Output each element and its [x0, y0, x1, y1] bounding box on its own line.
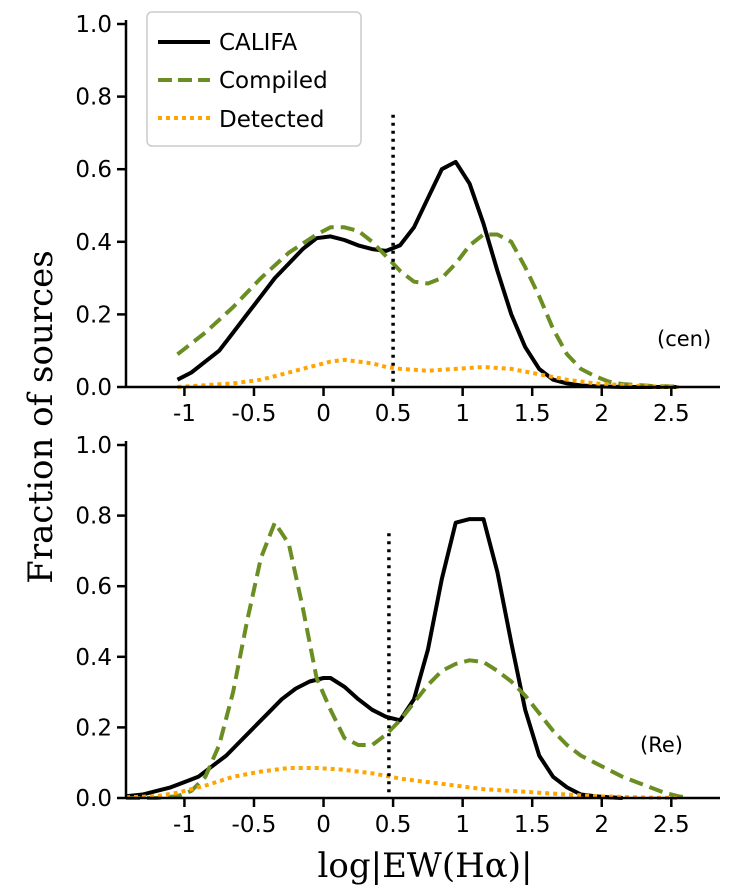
y-tick-label: 0.6 [75, 157, 112, 183]
y-tick-label: 0.0 [75, 375, 112, 401]
ticks-re: 0.0 0.2 0.4 0.6 0.8 1.0 -1 -0.5 0 0.5 1 1.5 2 2.5 [75, 433, 689, 838]
y-tick-label: 0.8 [75, 85, 112, 111]
x-tick-label: 1.5 [514, 812, 551, 838]
series-compiled-cen [176, 225, 679, 389]
panel-re: 0.0 0.2 0.4 0.6 0.8 1.0 -1 -0.5 0 0.5 1 1.5 2 2.5 (Re… [75, 433, 720, 838]
x-tick-label: 2.5 [653, 401, 690, 427]
x-tick-label: 1 [455, 812, 470, 838]
y-tick-label: 1.0 [75, 12, 112, 38]
legend-label-califa: CALIFA [219, 30, 298, 56]
legend: CALIFA Compiled Detected [146, 11, 362, 147]
series-detected-re [125, 766, 679, 800]
x-tick-label: -1 [173, 401, 196, 427]
y-tick-label: 0.2 [75, 302, 112, 328]
x-tick-label: -0.5 [232, 812, 277, 838]
y-tick-label: 1.0 [75, 433, 112, 459]
series-detected-cen [177, 357, 679, 389]
ticks-cen: 0.0 0.2 0.4 0.6 0.8 1.0 -1 -0.5 0 0.5 1 1.5 2 2.5 [75, 12, 689, 427]
y-tick-label: 0.4 [75, 230, 112, 256]
y-axis-title: Fraction of sources [21, 250, 61, 583]
x-tick-label: -0.5 [232, 401, 277, 427]
y-tick-label: 0.6 [75, 574, 112, 600]
y-tick-label: 0.4 [75, 645, 112, 671]
x-tick-label: 1 [455, 401, 470, 427]
x-tick-label: 2.5 [653, 812, 690, 838]
x-tick-label: 0.5 [375, 401, 412, 427]
x-tick-label: -1 [173, 812, 196, 838]
panel-label-cen: (cen) [657, 327, 711, 351]
y-tick-label: 0.8 [75, 504, 112, 530]
x-tick-label: 0.5 [375, 812, 412, 838]
x-tick-label: 0 [316, 812, 331, 838]
x-tick-label: 2 [594, 401, 609, 427]
legend-frame [146, 11, 362, 147]
series-layer-cen [176, 159, 679, 389]
panel-cen: 0.0 0.2 0.4 0.6 0.8 1.0 -1 -0.5 0 0.5 1 1.5 2 2.5 (ce… [75, 11, 720, 427]
x-tick-label: 2 [594, 812, 609, 838]
x-axis-title: log|EW(Hα)| [318, 846, 533, 886]
legend-label-compiled: Compiled [219, 68, 328, 94]
series-compiled-re [126, 520, 686, 800]
series-layer-re [125, 517, 686, 800]
x-tick-label: 0 [316, 401, 331, 427]
y-tick-label: 0.2 [75, 715, 112, 741]
series-califa-re [125, 517, 623, 800]
panel-label-re: (Re) [640, 733, 683, 757]
y-tick-label: 0.0 [75, 786, 112, 812]
legend-label-detected: Detected [219, 107, 324, 133]
x-tick-label: 1.5 [514, 401, 551, 427]
series-califa-cen [176, 159, 679, 389]
